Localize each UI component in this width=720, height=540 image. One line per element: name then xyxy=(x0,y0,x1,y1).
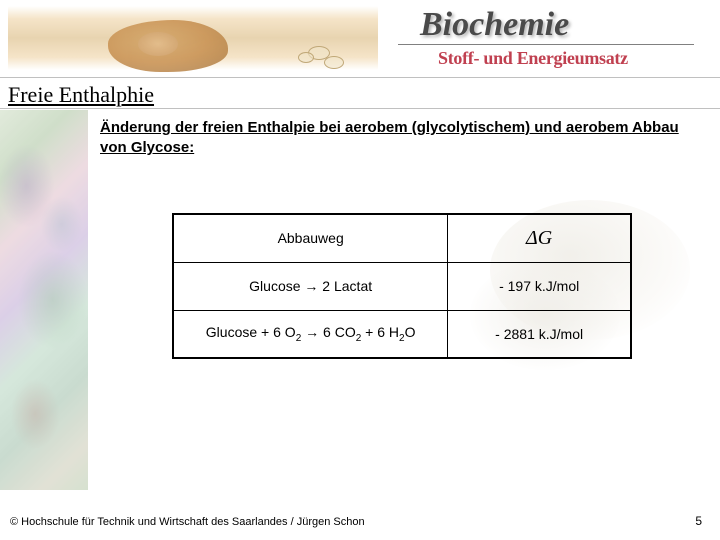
pathway-cell: Glucose + 6 O2 → 6 CO2 + 6 H2O xyxy=(173,310,448,358)
page-number: 5 xyxy=(695,514,702,528)
section-title: Freie Enthalphie xyxy=(8,82,154,108)
side-micrograph xyxy=(0,110,88,490)
main-content: Änderung der freien Enthalpie bei aerobe… xyxy=(100,118,700,359)
delta-g-cell: - 2881 k.J/mol xyxy=(448,310,631,358)
cell-nucleus xyxy=(138,32,178,56)
content-subheading: Änderung der freien Enthalpie bei aerobe… xyxy=(100,118,700,159)
table-header-row: Abbauweg ΔG xyxy=(173,214,631,263)
small-cell-icon xyxy=(298,52,314,63)
small-cell-icon xyxy=(324,56,344,69)
column-header-pathway: Abbauweg xyxy=(173,214,448,263)
course-title: Biochemie xyxy=(420,6,569,44)
table-row: Glucose → 2 Lactat - 197 k.J/mol xyxy=(173,262,631,310)
pathway-cell: Glucose → 2 Lactat xyxy=(173,262,448,310)
slide-header: Biochemie Stoff- und Energieumsatz xyxy=(0,0,720,78)
micrograph-texture xyxy=(0,110,88,490)
section-divider xyxy=(0,108,720,109)
column-header-delta-g: ΔG xyxy=(448,214,631,263)
cell-illustration xyxy=(108,20,228,72)
banner-background xyxy=(8,6,378,70)
course-subtitle: Stoff- und Energieumsatz xyxy=(438,48,628,69)
delta-g-cell: - 197 k.J/mol xyxy=(448,262,631,310)
footer-copyright: © Hochschule für Technik und Wirtschaft … xyxy=(10,516,365,528)
enthalpy-table-wrap: Abbauweg ΔG Glucose → 2 Lactat - 197 k.J… xyxy=(172,213,632,360)
small-cells-cluster xyxy=(298,46,348,76)
title-underline xyxy=(398,44,694,45)
enthalpy-table: Abbauweg ΔG Glucose → 2 Lactat - 197 k.J… xyxy=(172,213,632,360)
table-row: Glucose + 6 O2 → 6 CO2 + 6 H2O - 2881 k.… xyxy=(173,310,631,358)
